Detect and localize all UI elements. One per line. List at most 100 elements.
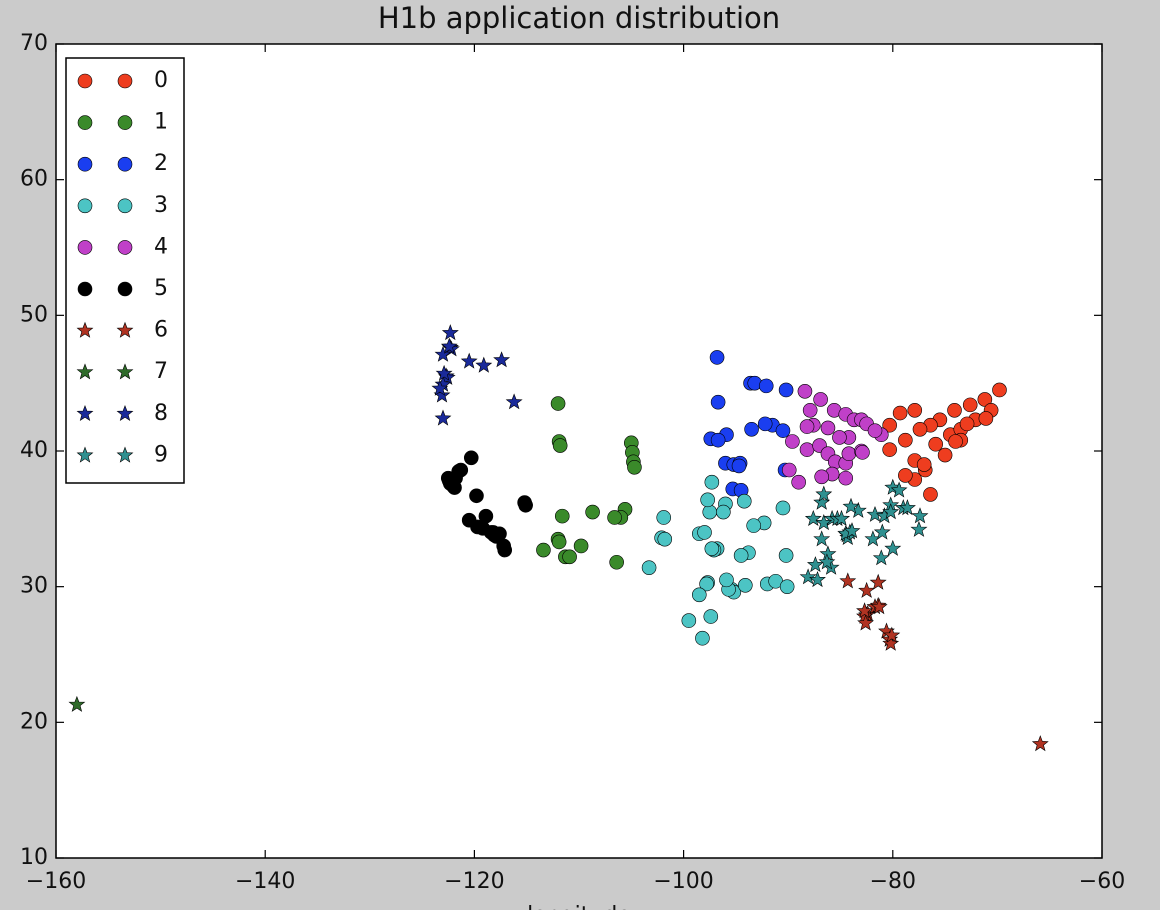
data-point — [791, 474, 806, 490]
data-point — [833, 509, 851, 527]
data-point — [866, 505, 884, 522]
data-point — [882, 503, 900, 520]
data-point — [478, 508, 494, 524]
y-tick-label: 70 — [20, 31, 48, 56]
legend-label: 3 — [154, 193, 168, 218]
data-point — [609, 554, 624, 570]
data-point — [731, 458, 747, 474]
chart-title: H1b application distribution — [378, 1, 780, 35]
data-point — [704, 474, 720, 490]
data-point — [657, 531, 673, 547]
data-point — [704, 541, 720, 556]
data-point — [463, 450, 479, 466]
data-point — [912, 421, 928, 437]
data-point — [857, 614, 875, 631]
data-point — [858, 581, 876, 598]
legend-marker — [117, 156, 133, 172]
legend-label: 9 — [154, 442, 168, 467]
data-point — [710, 432, 726, 448]
data-point — [775, 423, 791, 438]
data-point — [892, 405, 908, 421]
data-point — [562, 549, 577, 565]
x-tick-label: −60 — [1079, 869, 1125, 894]
data-point — [962, 397, 978, 413]
y-tick-label: 60 — [20, 167, 48, 192]
x-tick-label: −160 — [26, 869, 86, 894]
data-point — [434, 409, 452, 426]
data-point — [431, 379, 449, 396]
data-point — [813, 392, 828, 407]
legend-marker — [117, 198, 133, 214]
data-point — [68, 695, 86, 712]
legend-marker — [76, 321, 94, 338]
legend-label: 4 — [154, 234, 168, 259]
data-point — [736, 493, 752, 509]
legend-marker — [77, 73, 93, 89]
data-point — [898, 499, 916, 516]
data-point — [842, 497, 860, 514]
data-point — [497, 542, 513, 558]
data-point — [746, 518, 761, 533]
data-point — [775, 500, 791, 516]
legend-marker — [117, 281, 133, 297]
data-point — [627, 459, 642, 475]
data-point — [585, 504, 600, 520]
data-point — [856, 602, 874, 619]
data-point — [916, 457, 932, 472]
data-point — [884, 539, 902, 556]
data-point — [910, 520, 928, 537]
data-point — [1031, 735, 1049, 752]
data-point — [607, 510, 622, 525]
data-point — [928, 436, 943, 452]
data-point — [872, 549, 890, 566]
data-point — [757, 416, 773, 432]
data-point — [551, 534, 567, 550]
data-point — [695, 630, 710, 646]
data-point — [475, 356, 493, 373]
data-point — [839, 572, 857, 589]
data-point — [799, 419, 815, 434]
data-point — [911, 507, 929, 524]
data-point — [700, 492, 715, 508]
data-point — [815, 514, 833, 531]
legend-label: 6 — [154, 318, 168, 343]
data-point — [505, 393, 523, 410]
data-point — [469, 488, 484, 504]
data-point — [493, 351, 511, 368]
data-point — [710, 394, 726, 410]
data-point — [818, 553, 836, 570]
legend-label: 2 — [154, 151, 168, 176]
plot-area — [56, 44, 1102, 858]
data-point — [440, 470, 456, 486]
data-point — [992, 382, 1007, 398]
data-point — [820, 420, 836, 436]
legend-marker — [116, 321, 134, 338]
data-point — [898, 468, 913, 483]
data-point — [815, 485, 833, 502]
data-point — [641, 560, 657, 575]
legend-marker — [76, 404, 94, 421]
data-point — [716, 504, 731, 520]
y-tick-label: 30 — [20, 574, 48, 599]
data-point — [536, 542, 551, 558]
data-point — [841, 446, 857, 462]
data-point — [802, 402, 818, 418]
data-point — [898, 432, 913, 448]
data-point — [882, 417, 897, 433]
legend-marker — [117, 115, 133, 130]
y-tick-label: 50 — [20, 302, 48, 327]
data-point — [552, 438, 568, 453]
legend-marker — [76, 363, 94, 380]
x-tick-label: −100 — [653, 869, 713, 894]
x-axis-label: longitude — [527, 903, 631, 910]
data-point — [873, 523, 891, 540]
legend-marker — [77, 115, 93, 130]
legend-marker — [77, 240, 93, 255]
legend-marker — [116, 446, 134, 463]
x-tick-label: −120 — [444, 869, 504, 894]
data-point — [778, 548, 794, 563]
legend-label: 7 — [154, 359, 168, 384]
legend-label: 0 — [154, 68, 168, 93]
